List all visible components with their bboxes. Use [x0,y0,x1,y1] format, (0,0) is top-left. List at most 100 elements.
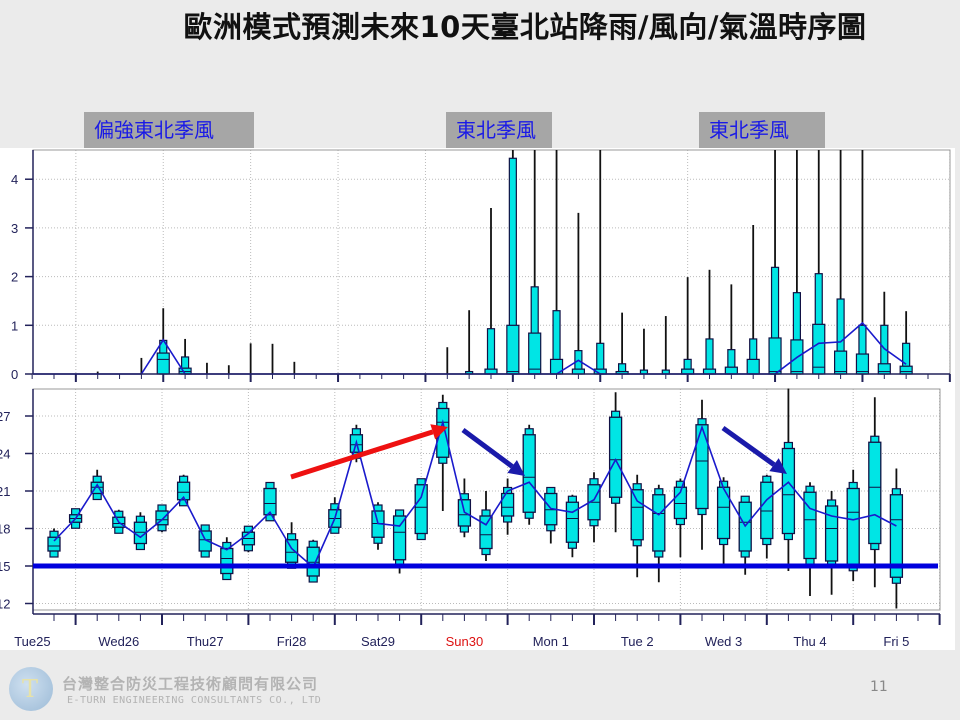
temp-box [47,528,61,558]
precip-box [768,150,782,375]
precip-p75-box [746,358,760,375]
temp-y-tick-label: 21 [0,484,10,499]
company-name-en: E-TURN ENGINEERING CONSULTANTS CO., LTD [67,695,322,706]
day-label: Thu27 [187,634,224,649]
temp-box [608,392,623,533]
temp-iqr-box [695,424,709,510]
temp-iqr-box [760,481,774,540]
temp-iqr-box [176,481,191,501]
precip-p75-box [855,353,870,375]
company-logo: T [9,667,53,711]
day-label: Fri 5 [883,634,909,649]
precip-y-tick-label: 2 [11,270,18,285]
temp-box [824,491,839,595]
day-label: Tue25 [14,634,50,649]
temp-box [284,522,299,569]
temp-y-tick-label: 12 [0,597,10,612]
temp-iqr-box [781,447,796,535]
precip-p75-box [156,352,170,375]
temp-iqr-box [306,546,320,577]
temp-iqr-box [90,481,104,495]
temp-box [176,474,191,507]
cooling-arrow [721,425,787,474]
temp-iqr-box [522,434,536,513]
precip-p75-box [724,366,738,375]
temp-iqr-box [47,536,61,552]
temp-iqr-box [889,494,904,578]
temp-box [695,399,709,550]
plot-background [0,148,955,650]
precip-p90-box [486,328,496,375]
precip-p75-box [812,323,826,375]
day-label: Tue 2 [621,634,654,649]
precip-y-tick-label: 1 [11,318,18,333]
day-label: Mon 1 [533,634,569,649]
day-label: Wed26 [98,634,139,649]
wind-label-ne-monsoon-2: 東北季風 [699,112,825,148]
temp-box [90,469,104,501]
day-label: Fri28 [277,634,307,649]
temp-box [500,478,515,535]
precip-y-tick-label: 3 [11,221,18,236]
day-label: Wed 3 [705,634,742,649]
temp-iqr-box [220,547,234,575]
wind-label-ne-monsoon-1: 東北季風 [446,112,552,148]
precip-p75-box [877,363,891,375]
cooling-arrow-head [769,458,787,474]
temp-iqr-box [263,487,277,516]
temp-box [392,509,407,574]
temp-box [263,481,277,522]
temp-box [889,468,904,609]
precip-p75-box [528,332,542,375]
warming-arrow-head [430,424,448,440]
temp-iqr-box [846,487,860,566]
temp-iqr-box [565,501,580,543]
precip-box [833,150,848,375]
precip-y-tick-label: 4 [11,172,18,187]
temp-box [565,494,580,558]
wind-label-strong-ne-monsoon: 偏強東北季風 [84,112,254,148]
temp-iqr-box [608,416,623,498]
temp-box [781,388,796,571]
company-name-cn: 台灣整合防災工程技術顧問有限公司 [62,675,319,693]
temp-iqr-box [414,484,428,535]
temp-mean-line [53,419,897,569]
cooling-arrow [461,427,525,476]
temp-iqr-box [630,489,644,541]
day-label: Sat29 [361,634,395,649]
precip-p75-box [506,324,520,375]
temp-iqr-box [868,441,882,545]
temp-box [220,537,234,581]
temp-iqr-box [284,539,299,563]
temp-y-tick-label: 15 [0,559,10,574]
temp-y-tick-label: 27 [0,409,10,424]
warming-arrow-shaft [290,429,434,480]
temp-box [414,478,428,541]
temp-y-tick-label: 18 [0,522,10,537]
temp-box [522,424,536,525]
temp-iqr-box [652,494,666,552]
temp-box [868,397,882,588]
temp-iqr-box [500,492,515,517]
cooling-arrow-shaft [461,427,514,469]
precip-y-tick-label: 0 [11,367,18,382]
precip-box [528,150,542,375]
temp-iqr-box [479,515,493,550]
precip-box [484,207,498,375]
temp-iqr-box [392,515,407,561]
temp-box [306,539,320,583]
warming-arrow [290,424,448,480]
day-label: Thu 4 [793,634,826,649]
cooling-arrow-head [507,460,525,476]
temp-box [846,469,860,581]
page-title: 歐洲模式預測未來10天臺北站降雨/風向/氣溫時序圖 [183,10,867,44]
precip-p75-box [899,365,913,375]
temp-iqr-box [198,530,212,552]
page-number: 11 [870,679,888,695]
temp-box [436,394,450,511]
precip-p75-box [833,350,848,375]
cooling-arrow-shaft [721,425,776,467]
temp-box [479,491,493,561]
temp-iqr-box [824,505,839,562]
